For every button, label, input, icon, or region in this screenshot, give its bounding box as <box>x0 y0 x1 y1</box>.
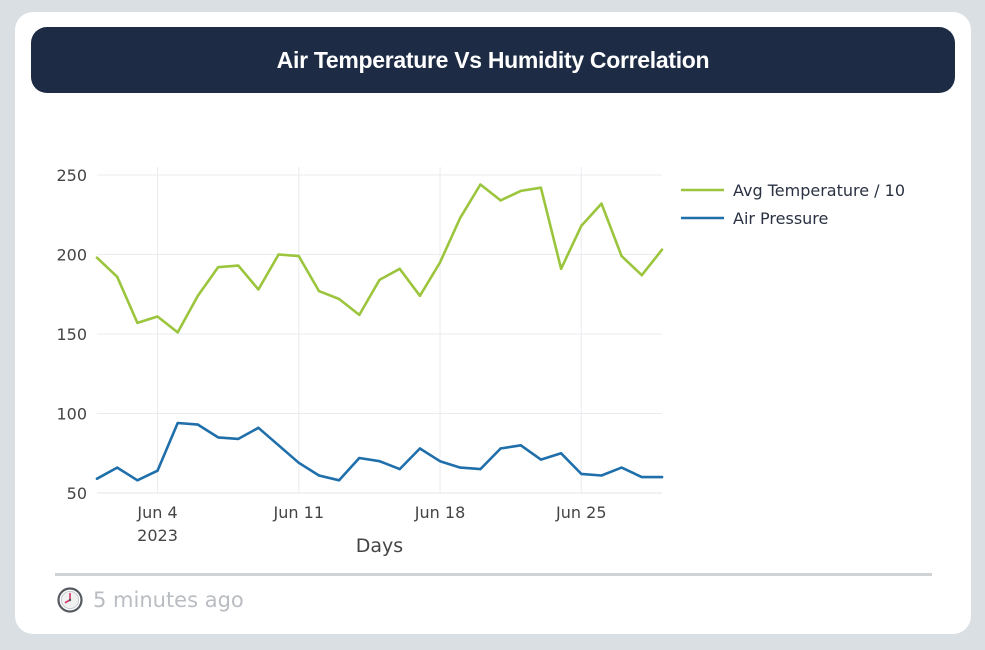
data-point <box>317 289 321 293</box>
x-tick-label: Jun 11 <box>273 503 324 522</box>
data-point <box>257 426 260 430</box>
data-point <box>438 460 442 463</box>
data-point <box>216 266 220 269</box>
data-point <box>358 456 361 460</box>
data-point <box>600 474 603 477</box>
series-line-1 <box>95 421 664 482</box>
last-updated-text: 5 minutes ago <box>93 588 244 612</box>
data-point <box>257 288 260 291</box>
data-point <box>499 199 502 202</box>
data-point <box>115 466 119 469</box>
data-point <box>398 267 401 271</box>
data-point <box>600 202 603 205</box>
data-point <box>216 436 220 439</box>
y-tick-label: 150 <box>56 325 87 344</box>
y-tick-label: 200 <box>56 246 87 265</box>
data-point <box>559 267 563 271</box>
data-point <box>136 479 139 482</box>
data-point <box>539 458 543 461</box>
data-point <box>317 474 321 477</box>
legend-label: Avg Temperature / 10 <box>733 181 905 200</box>
data-point <box>660 475 664 479</box>
series-line-0 <box>95 183 664 334</box>
line-chart: 50 100 150 200 250 Jun 4 2023 Jun 11 Jun 18 Jun 2… <box>56 166 905 557</box>
card-title: Air Temperature Vs Humidity Correlation <box>276 46 710 73</box>
y-tick-label: 50 <box>67 484 87 503</box>
data-point <box>418 447 422 450</box>
data-point <box>297 254 300 258</box>
data-point <box>640 273 644 277</box>
data-point <box>398 467 401 471</box>
card-footer: 5 minutes ago <box>57 587 244 613</box>
data-point <box>459 466 462 469</box>
legend-label: Air Pressure <box>733 209 828 228</box>
data-point <box>337 479 341 482</box>
data-point <box>115 275 119 278</box>
data-point <box>620 466 623 469</box>
x-tick-year-label: 2023 <box>137 526 178 545</box>
data-point <box>156 469 159 472</box>
data-point <box>559 452 563 455</box>
data-point <box>237 264 240 267</box>
data-point <box>277 253 280 256</box>
y-tick-label: 100 <box>56 405 87 424</box>
data-point <box>277 444 280 447</box>
card-header: Air Temperature Vs Humidity Correlation <box>31 27 955 93</box>
data-point <box>176 331 179 334</box>
data-point <box>95 477 99 480</box>
data-point <box>479 183 482 186</box>
data-point <box>136 321 139 325</box>
data-point <box>580 472 583 476</box>
footer-divider <box>55 573 932 576</box>
data-point <box>438 261 442 264</box>
data-point <box>237 437 240 441</box>
x-tick-label: Jun 4 <box>136 503 177 522</box>
data-point <box>176 421 179 425</box>
data-point <box>499 447 502 450</box>
data-point <box>519 444 522 447</box>
data-point <box>640 475 644 479</box>
y-tick-label: 250 <box>56 166 87 185</box>
data-point <box>620 254 623 258</box>
data-point <box>459 216 462 220</box>
data-point <box>196 423 200 426</box>
data-point <box>418 294 422 298</box>
data-point <box>378 278 381 282</box>
data-point <box>660 248 664 251</box>
data-point <box>337 297 341 301</box>
clock-icon <box>57 587 83 613</box>
data-point <box>297 461 300 464</box>
data-point <box>479 467 482 471</box>
data-point <box>95 256 99 259</box>
x-axis-title: Days <box>356 535 403 557</box>
data-point <box>196 294 200 298</box>
data-point <box>519 189 522 193</box>
x-tick-label: Jun 18 <box>414 503 465 522</box>
data-point <box>580 224 583 228</box>
data-point <box>156 315 159 318</box>
data-point <box>358 313 361 317</box>
chart-card: Air Temperature Vs Humidity Correlation … <box>15 12 971 634</box>
data-point <box>539 186 543 189</box>
x-tick-label: Jun 25 <box>555 503 606 522</box>
data-point <box>378 460 381 463</box>
